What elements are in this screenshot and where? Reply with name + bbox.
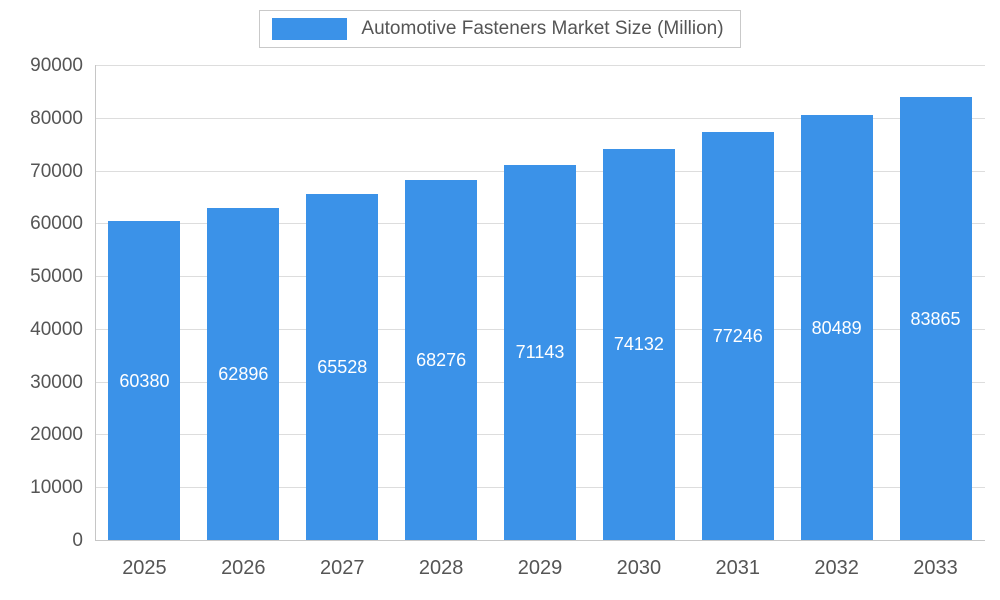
x-axis-tick-label: 2026 (221, 557, 266, 579)
y-axis-tick-label: 10000 (30, 477, 83, 499)
bar (405, 179, 478, 540)
x-axis-tick-label: 2031 (715, 557, 761, 579)
y-axis-tick-label: 80000 (30, 107, 83, 129)
y-axis-tick-label: 90000 (30, 55, 83, 76)
bar-value-label: 74132 (613, 334, 664, 355)
legend-label: Automotive Fasteners Market Size (Millio… (361, 18, 724, 39)
bar (602, 148, 675, 540)
legend-swatch (272, 18, 348, 40)
x-axis-tick-label: 2025 (122, 557, 167, 579)
x-axis-line (95, 540, 985, 541)
y-axis-tick-label: 70000 (30, 160, 83, 182)
y-axis-tick-label: 60000 (30, 213, 83, 235)
legend-box: Automotive Fasteners Market Size (Millio… (259, 10, 741, 48)
bar (108, 221, 181, 540)
bar (306, 194, 379, 540)
y-axis-tick-label: 0 (72, 530, 83, 551)
gridline (95, 65, 985, 66)
x-axis-tick-label: 2032 (814, 557, 859, 579)
bar (504, 164, 576, 540)
y-axis-tick-label: 30000 (30, 371, 83, 393)
bar-value-label: 71143 (515, 342, 565, 363)
bar-value-label: 65528 (317, 357, 368, 378)
bar-value-label: 68276 (416, 349, 467, 370)
x-axis-tick-label: 2033 (913, 557, 958, 579)
bar-value-label: 77246 (712, 326, 763, 347)
x-axis-tick-label: 2028 (418, 557, 464, 579)
bar-value-label: 80489 (811, 317, 862, 338)
bar-value-label: 83865 (910, 308, 961, 329)
legend: Automotive Fasteners Market Size (Millio… (0, 10, 1000, 48)
bar (207, 208, 280, 540)
bar-value-label: 60380 (119, 370, 170, 391)
bar (800, 115, 873, 540)
bar-value-label: 62896 (218, 364, 269, 385)
gridline (95, 117, 985, 119)
x-axis-tick-label: 2027 (319, 557, 365, 579)
x-axis-tick-label: 2029 (517, 557, 563, 579)
y-axis-line (95, 65, 96, 540)
y-axis-tick-label: 50000 (30, 266, 83, 288)
y-axis-tick-label: 20000 (30, 424, 83, 446)
bar (899, 97, 972, 540)
y-axis-tick-label: 40000 (30, 318, 83, 340)
bar (701, 132, 774, 540)
x-axis-tick-label: 2030 (616, 557, 662, 579)
